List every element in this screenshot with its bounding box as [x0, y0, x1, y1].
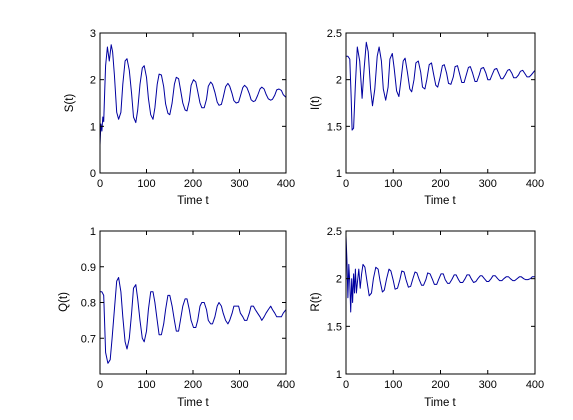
series-line [99, 44, 287, 146]
x-tick-label: 0 [343, 178, 349, 190]
x-tick-label: 0 [97, 178, 103, 190]
y-tick-label: 1.5 [327, 321, 342, 333]
y-tick-label: 2 [90, 75, 96, 87]
subplot-i: I(t) Time t 0 100 200 300 400 1 1.5 2 2.5 [310, 28, 544, 207]
series-line [100, 277, 287, 364]
y-tick-label: 0.9 [81, 262, 96, 274]
ylabel: I(t) [310, 96, 322, 110]
x-tick-label: 100 [384, 379, 402, 391]
xlabel: Time t [177, 195, 209, 207]
xlabel: Time t [177, 397, 209, 409]
x-tick-label: 400 [526, 178, 544, 190]
y-tick-label: 0.7 [81, 333, 96, 345]
y-tick-label: 3 [90, 28, 96, 40]
y-tick-label: 1 [336, 369, 342, 381]
y-tick-label: 0.8 [81, 298, 96, 310]
x-tick-label: 200 [431, 178, 449, 190]
subplot-s: S(t) Time t 0 100 200 300 400 0 1 2 3 [64, 28, 295, 207]
xlabel: Time t [424, 195, 456, 207]
x-tick-label: 300 [479, 379, 497, 391]
y-tick-label: 2.5 [327, 28, 342, 40]
x-tick-label: 100 [384, 178, 402, 190]
x-tick-label: 200 [184, 178, 202, 190]
y-tick-label: 0 [90, 168, 96, 180]
x-tick-label: 100 [137, 379, 155, 391]
y-tick-label: 1 [336, 168, 342, 180]
y-tick-label: 1.5 [327, 121, 342, 133]
y-tick-label: 1 [90, 226, 96, 238]
y-tick-label: 2.5 [327, 226, 342, 238]
xlabel: Time t [424, 397, 456, 409]
x-tick-label: 300 [479, 178, 497, 190]
ylabel: Q(t) [58, 292, 70, 312]
ylabel: S(t) [64, 94, 76, 113]
x-tick-label: 200 [431, 379, 449, 391]
x-tick-label: 400 [277, 379, 295, 391]
series-line [346, 41, 536, 131]
x-tick-label: 100 [137, 178, 155, 190]
x-tick-label: 200 [184, 379, 202, 391]
x-tick-label: 0 [343, 379, 349, 391]
x-tick-label: 300 [230, 178, 248, 190]
x-tick-label: 0 [97, 379, 103, 391]
x-tick-label: 300 [230, 379, 248, 391]
subplot-q: Q(t) Time t 0 100 200 300 400 0.7 0.8 0.9 1 [58, 226, 295, 409]
x-tick-label: 400 [277, 178, 295, 190]
y-tick-label: 2 [336, 75, 342, 87]
series-line [345, 235, 535, 313]
ylabel: R(t) [310, 292, 322, 311]
y-tick-label: 2 [336, 274, 342, 286]
subplot-r: R(t) Time t 0 100 200 300 400 1 1.5 2 2.5 [310, 226, 544, 409]
y-tick-label: 1 [90, 121, 96, 133]
x-tick-label: 400 [526, 379, 544, 391]
